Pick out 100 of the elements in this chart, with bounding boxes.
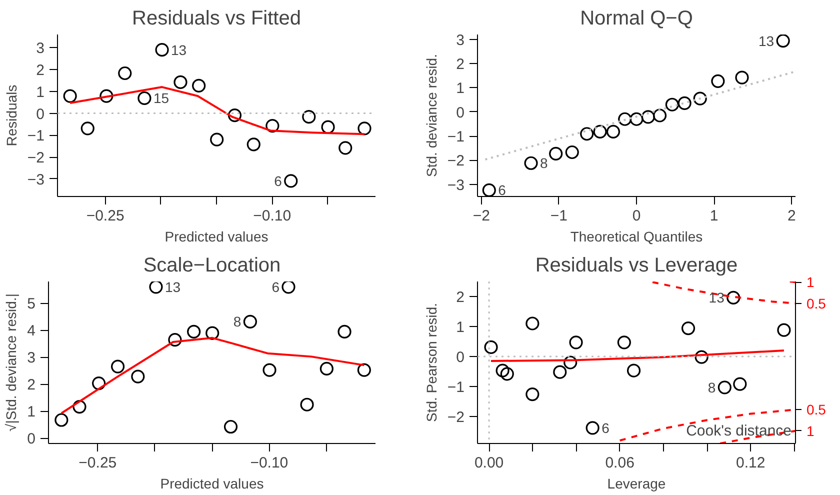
- y-tick-label: 0: [456, 104, 464, 122]
- point: [54, 413, 68, 427]
- line-series: [652, 282, 796, 304]
- point: [500, 367, 514, 381]
- x-tick-label: −0.10: [253, 208, 292, 224]
- point: [641, 110, 655, 124]
- point: [320, 362, 334, 376]
- point: [206, 326, 220, 340]
- point: [110, 360, 125, 374]
- x-axis-title: Theoretical Quantiles: [570, 228, 703, 244]
- point: [228, 108, 242, 122]
- point: [569, 336, 583, 350]
- point: [149, 282, 163, 294]
- point: [284, 174, 298, 188]
- point: [606, 124, 620, 138]
- point: [681, 322, 696, 336]
- x-axis-title: Predicted values: [164, 228, 268, 244]
- point: [302, 110, 316, 124]
- point: [118, 66, 132, 80]
- y-axis-title: Std. Pearson resid.: [423, 302, 440, 422]
- point: [155, 43, 169, 57]
- point: [776, 34, 790, 48]
- y-tick-label: 2: [36, 62, 44, 80]
- point: [100, 89, 114, 103]
- annotation: 6: [498, 182, 506, 198]
- chart-title: Scale−Location: [143, 254, 281, 276]
- point: [726, 290, 740, 304]
- point: [187, 324, 201, 339]
- x-axis-title: Leverage: [607, 476, 666, 492]
- y-tick-label: 3: [456, 32, 464, 49]
- y-tick-label: 0: [27, 430, 36, 448]
- point: [266, 119, 280, 133]
- point: [652, 108, 667, 122]
- point: [496, 364, 510, 378]
- x-tick-label: 0: [632, 208, 641, 224]
- point: [711, 74, 725, 88]
- y-tick-label: −2: [27, 150, 45, 167]
- series-label: 1: [806, 274, 814, 290]
- x-tick-label: 0.06: [605, 454, 634, 472]
- point: [678, 96, 692, 110]
- chart-title: Residuals vs Fitted: [132, 8, 301, 30]
- point: [92, 376, 106, 390]
- point: [262, 363, 276, 377]
- point: [526, 316, 540, 330]
- point: [138, 91, 152, 105]
- point: [735, 70, 749, 84]
- point: [564, 356, 578, 370]
- point: [243, 314, 257, 329]
- annotation: 13: [171, 42, 187, 58]
- annotation: 6: [274, 172, 282, 189]
- point: [549, 146, 563, 160]
- point: [131, 370, 145, 384]
- y-tick-label: 5: [27, 296, 36, 313]
- point: [357, 363, 371, 377]
- annotation: 13: [164, 278, 181, 295]
- y-axis-title: Residuals: [3, 84, 20, 146]
- point: [80, 122, 94, 136]
- x-tick-label: 2: [787, 208, 796, 224]
- y-tick-label: 3: [36, 40, 44, 58]
- y-tick-label: 1: [456, 80, 464, 98]
- y-tick-label: −2: [447, 409, 465, 426]
- x-axis-title: Predicted values: [160, 476, 264, 492]
- point: [718, 380, 732, 394]
- point: [168, 333, 182, 347]
- point: [484, 340, 498, 354]
- point: [693, 92, 707, 106]
- y-axis-title: √|Std. deviance resid.|: [3, 294, 20, 432]
- point: [694, 350, 708, 364]
- point: [630, 112, 644, 126]
- point: [617, 336, 631, 350]
- point: [526, 388, 540, 402]
- point: [210, 132, 224, 146]
- y-tick-label: −1: [447, 379, 465, 396]
- chart-title: Residuals vs Leverage: [535, 254, 738, 276]
- point: [300, 398, 314, 412]
- x-tick-label: −2: [472, 208, 490, 224]
- point: [321, 120, 335, 134]
- annotation: 6: [272, 278, 280, 295]
- point: [665, 98, 679, 112]
- y-tick-label: 1: [456, 319, 464, 336]
- point: [618, 112, 632, 126]
- y-tick-label: 2: [456, 56, 464, 74]
- point: [338, 324, 352, 339]
- annotation: Cook's distance: [686, 422, 792, 440]
- line-series: [69, 86, 366, 136]
- x-tick-label: −1: [550, 208, 568, 224]
- point: [586, 421, 600, 435]
- point: [63, 89, 77, 103]
- annotation: 8: [540, 155, 548, 172]
- y-tick-label: 1: [27, 404, 36, 421]
- point: [224, 420, 238, 434]
- x-tick-label: 1: [710, 208, 718, 224]
- y-tick-label: 2: [456, 289, 464, 306]
- point: [72, 400, 86, 414]
- point: [777, 323, 791, 337]
- series-label: 0.5: [806, 295, 826, 312]
- point: [565, 145, 579, 160]
- y-tick-label: −3: [27, 171, 45, 188]
- series-label: 0.5: [806, 402, 826, 418]
- x-tick-label: 0.12: [736, 454, 766, 472]
